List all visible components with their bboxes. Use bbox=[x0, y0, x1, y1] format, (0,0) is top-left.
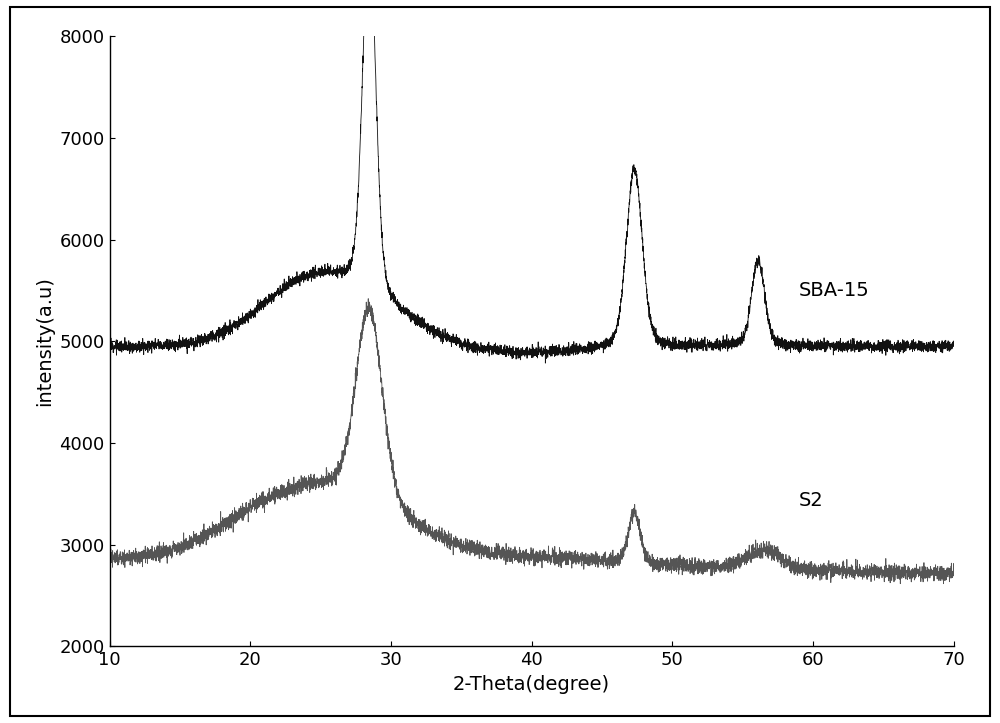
Text: S2: S2 bbox=[799, 491, 824, 510]
Text: SBA-15: SBA-15 bbox=[799, 281, 870, 299]
X-axis label: 2-Theta(degree): 2-Theta(degree) bbox=[453, 675, 610, 693]
Y-axis label: intensity(a.u): intensity(a.u) bbox=[35, 276, 54, 406]
